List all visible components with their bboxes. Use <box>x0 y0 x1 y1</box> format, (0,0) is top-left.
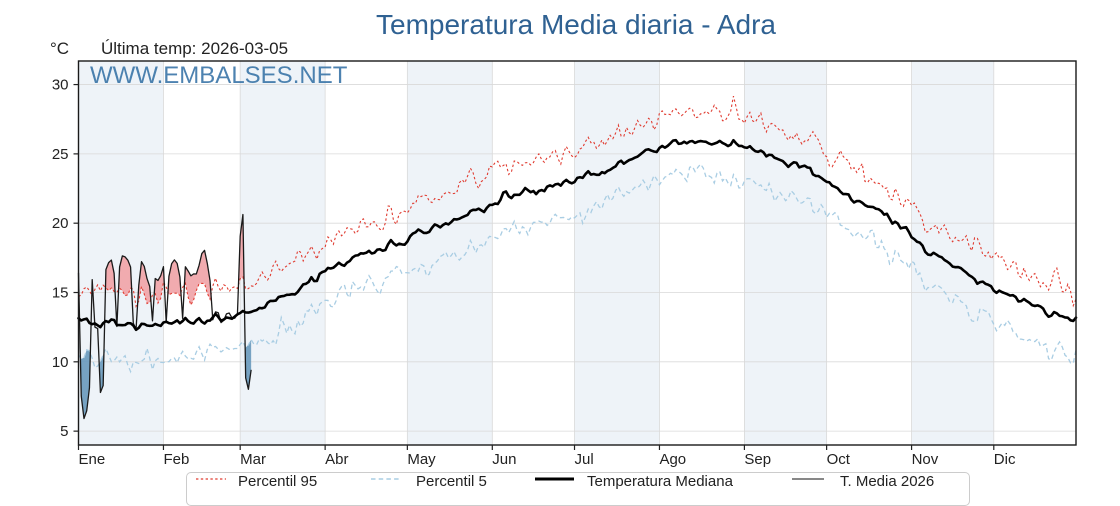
svg-text:10: 10 <box>52 354 69 371</box>
svg-text:Dic: Dic <box>994 451 1016 468</box>
svg-text:25: 25 <box>52 146 69 163</box>
svg-text:30: 30 <box>52 77 69 94</box>
svg-text:Abr: Abr <box>325 451 348 468</box>
svg-text:5: 5 <box>60 423 68 440</box>
svg-text:Ago: Ago <box>659 451 686 468</box>
svg-text:Ene: Ene <box>79 451 106 468</box>
svg-text:Nov: Nov <box>912 451 939 468</box>
svg-text:Jul: Jul <box>575 451 594 468</box>
svg-text:20: 20 <box>52 215 69 232</box>
svg-text:Jun: Jun <box>492 451 516 468</box>
svg-text:Sep: Sep <box>744 451 771 468</box>
svg-text:Feb: Feb <box>163 451 189 468</box>
svg-text:Oct: Oct <box>827 451 851 468</box>
svg-text:Mar: Mar <box>240 451 266 468</box>
svg-text:15: 15 <box>52 285 69 302</box>
svg-text:May: May <box>407 451 436 468</box>
